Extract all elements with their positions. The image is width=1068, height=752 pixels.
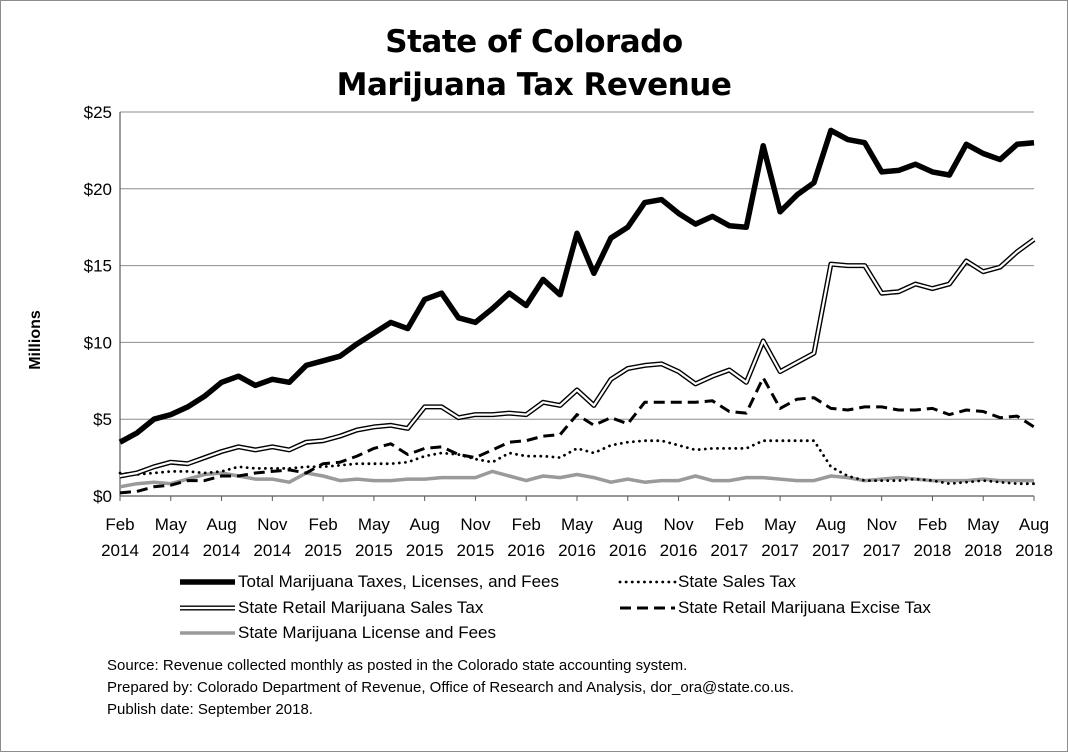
series-path: [119, 237, 1036, 479]
x-tick-label-month: Aug: [816, 515, 846, 534]
x-tick-label-year: 2017: [812, 541, 850, 560]
series-line-thick: [118, 127, 1035, 445]
x-tick-label-year: 2017: [863, 541, 901, 560]
chart-title-line-1: State of Colorado: [385, 24, 683, 60]
series-path: [119, 238, 1035, 478]
x-tick-label-year: 2016: [660, 541, 698, 560]
source-note: Source: Revenue collected monthly as pos…: [107, 657, 688, 674]
x-tick-label-year: 2016: [507, 541, 545, 560]
y-tick-label: $25: [84, 103, 112, 122]
x-tick-label-month: Nov: [257, 515, 288, 534]
x-tick-label-month: Nov: [867, 515, 898, 534]
x-tick-label-month: Aug: [410, 515, 440, 534]
legend-item: State Retail Marijuana Excise Tax: [620, 598, 931, 617]
x-tick-label-month: May: [967, 515, 1000, 534]
x-tick-label-year: 2016: [558, 541, 596, 560]
x-tick-label-year: 2015: [406, 541, 444, 560]
series-path: [119, 376, 1035, 495]
series-line-dashed: [119, 376, 1035, 495]
legend-label: State Marijuana License and Fees: [238, 623, 496, 642]
legend-item: Total Marijuana Taxes, Licenses, and Fee…: [180, 572, 559, 591]
legend-item: State Retail Marijuana Sales Tax: [180, 598, 484, 617]
legend-label: State Retail Marijuana Sales Tax: [238, 598, 484, 617]
x-tick-label-month: Feb: [715, 515, 744, 534]
y-tick-label: $5: [93, 410, 112, 429]
chart-notes: Source: Revenue collected monthly as pos…: [107, 655, 794, 721]
x-tick-label-month: May: [358, 515, 391, 534]
x-tick-label-year: 2015: [355, 541, 393, 560]
chart-title-line-2: Marijuana Tax Revenue: [336, 67, 732, 103]
x-tick-label-year: 2018: [964, 541, 1002, 560]
series-path: [118, 127, 1035, 445]
publish-date-note: Publish date: September 2018.: [107, 701, 313, 718]
legend-label: State Sales Tax: [678, 572, 796, 591]
x-tick-label-year: 2017: [710, 541, 748, 560]
series-path: [118, 439, 1036, 486]
x-tick-label-year: 2014: [152, 541, 190, 560]
y-tick-label: $10: [84, 333, 112, 352]
x-tick-label-month: May: [155, 515, 188, 534]
x-tick-label-month: May: [764, 515, 797, 534]
y-tick-label: $0: [93, 487, 112, 506]
x-tick-label-month: Nov: [460, 515, 491, 534]
x-tick-label-year: 2017: [761, 541, 799, 560]
x-tick-label-year: 2014: [101, 541, 139, 560]
x-tick-label-year: 2018: [914, 541, 952, 560]
series-line-double: [119, 237, 1036, 479]
legend-item: State Marijuana License and Fees: [180, 623, 496, 642]
x-tick-label-month: Feb: [308, 515, 337, 534]
x-tick-label-year: 2014: [253, 541, 291, 560]
legend-label: Total Marijuana Taxes, Licenses, and Fee…: [238, 572, 559, 591]
y-tick-label: $15: [84, 257, 112, 276]
x-tick-label-month: Feb: [918, 515, 947, 534]
x-tick-label-year: 2014: [203, 541, 241, 560]
x-tick-label-year: 2018: [1015, 541, 1053, 560]
x-tick-label-month: Feb: [512, 515, 541, 534]
series-path: [119, 469, 1034, 489]
prepared-by-note: Prepared by: Colorado Department of Reve…: [107, 679, 794, 696]
series-line-dotted: [118, 439, 1036, 486]
x-tick-label-year: 2015: [457, 541, 495, 560]
legend-item: State Sales Tax: [618, 572, 796, 591]
x-tick-label-month: Aug: [1019, 515, 1049, 534]
x-tick-label-month: May: [561, 515, 594, 534]
y-tick-label: $20: [84, 180, 112, 199]
y-axis-label: Millions: [27, 310, 44, 370]
x-tick-label-month: Nov: [663, 515, 694, 534]
x-tick-label-year: 2015: [304, 541, 342, 560]
x-tick-label-year: 2016: [609, 541, 647, 560]
legend-label: State Retail Marijuana Excise Tax: [678, 598, 931, 617]
series-line-gray: [119, 469, 1034, 489]
x-tick-label-month: Aug: [206, 515, 236, 534]
x-tick-label-month: Feb: [105, 515, 134, 534]
x-tick-label-month: Aug: [613, 515, 643, 534]
